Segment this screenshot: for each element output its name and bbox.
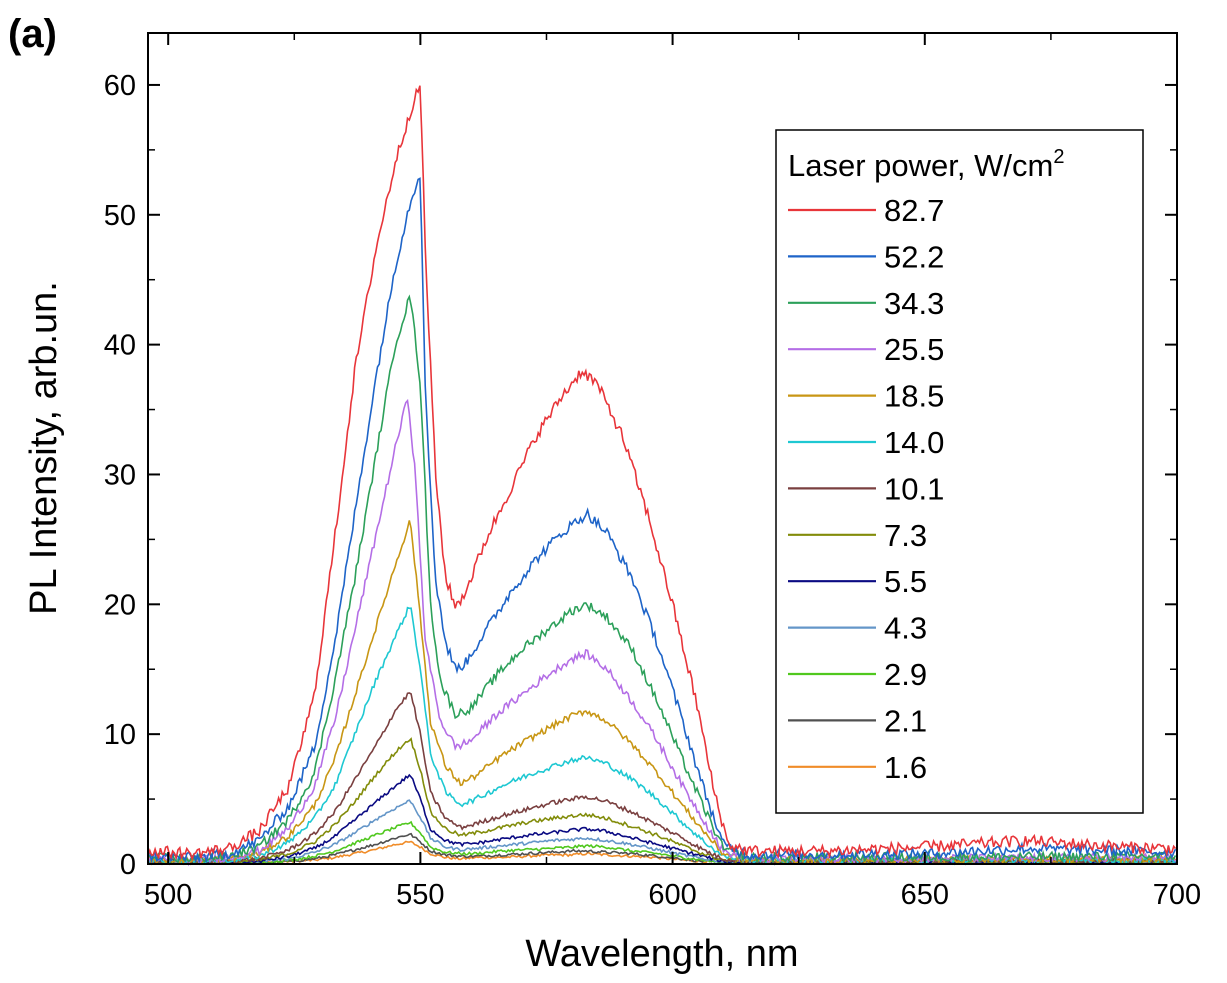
- series-line-34-3: [147, 294, 1177, 865]
- y-tick-label-20: 20: [104, 589, 136, 621]
- panel-label: (a): [8, 12, 57, 56]
- legend-label-34-3: 34.3: [884, 286, 944, 321]
- legend-label-2-1: 2.1: [884, 703, 927, 738]
- series-line-82-7: [147, 85, 1177, 862]
- legend-label-5-5: 5.5: [884, 564, 927, 599]
- legend-title-main: Laser power, W/cm: [788, 148, 1053, 183]
- legend-title: Laser power, W/cm2: [788, 146, 1064, 183]
- y-tick-label-60: 60: [104, 70, 136, 102]
- legend-label-18-5: 18.5: [884, 379, 944, 414]
- y-tick-label-50: 50: [104, 200, 136, 232]
- y-axis-title: PL Intensity, arb.un.: [23, 281, 65, 615]
- y-tick-label-10: 10: [104, 719, 136, 751]
- x-tick-label-700: 700: [1153, 879, 1201, 911]
- legend-label-82-7: 82.7: [884, 193, 944, 228]
- legend-label-10-1: 10.1: [884, 471, 944, 506]
- x-tick-label-550: 550: [396, 879, 444, 911]
- legend-label-52-2: 52.2: [884, 239, 944, 274]
- plot-frame: [147, 32, 1178, 865]
- legend-label-7-3: 7.3: [884, 518, 927, 553]
- x-tick-label-500: 500: [144, 879, 192, 911]
- series-line-7-3: [147, 737, 1176, 866]
- ticks-layer: 500 550 600 650 700 0 10 20 30 40 50 60: [104, 33, 1201, 911]
- series-line-52-2: [147, 177, 1177, 864]
- legend-title-sup: 2: [1053, 146, 1064, 168]
- legend-label-1-6: 1.6: [884, 750, 927, 785]
- y-tick-label-40: 40: [104, 330, 136, 362]
- legend-label-2-9: 2.9: [884, 657, 927, 692]
- x-axis-title: Wavelength, nm: [525, 933, 798, 975]
- legend-label-14-0: 14.0: [884, 425, 944, 460]
- x-tick-label-650: 650: [901, 879, 949, 911]
- legend-entries: 82.7 52.2 34.3 25.5 18.5 14.0 10.1 7.3 5.5 4.3 2.9…: [788, 193, 944, 785]
- legend-label-4-3: 4.3: [884, 611, 927, 646]
- series-layer: [147, 85, 1177, 867]
- x-tick-label-600: 600: [648, 879, 696, 911]
- legend-box: [775, 129, 1144, 814]
- series-line-18-5: [147, 520, 1177, 866]
- legend: Laser power, W/cm2 82.752.234.325.518.51…: [775, 129, 1144, 814]
- y-tick-label-30: 30: [104, 459, 136, 491]
- y-tick-label-0: 0: [120, 849, 136, 881]
- series-line-14-0: [147, 606, 1177, 866]
- legend-label-25-5: 25.5: [884, 332, 944, 367]
